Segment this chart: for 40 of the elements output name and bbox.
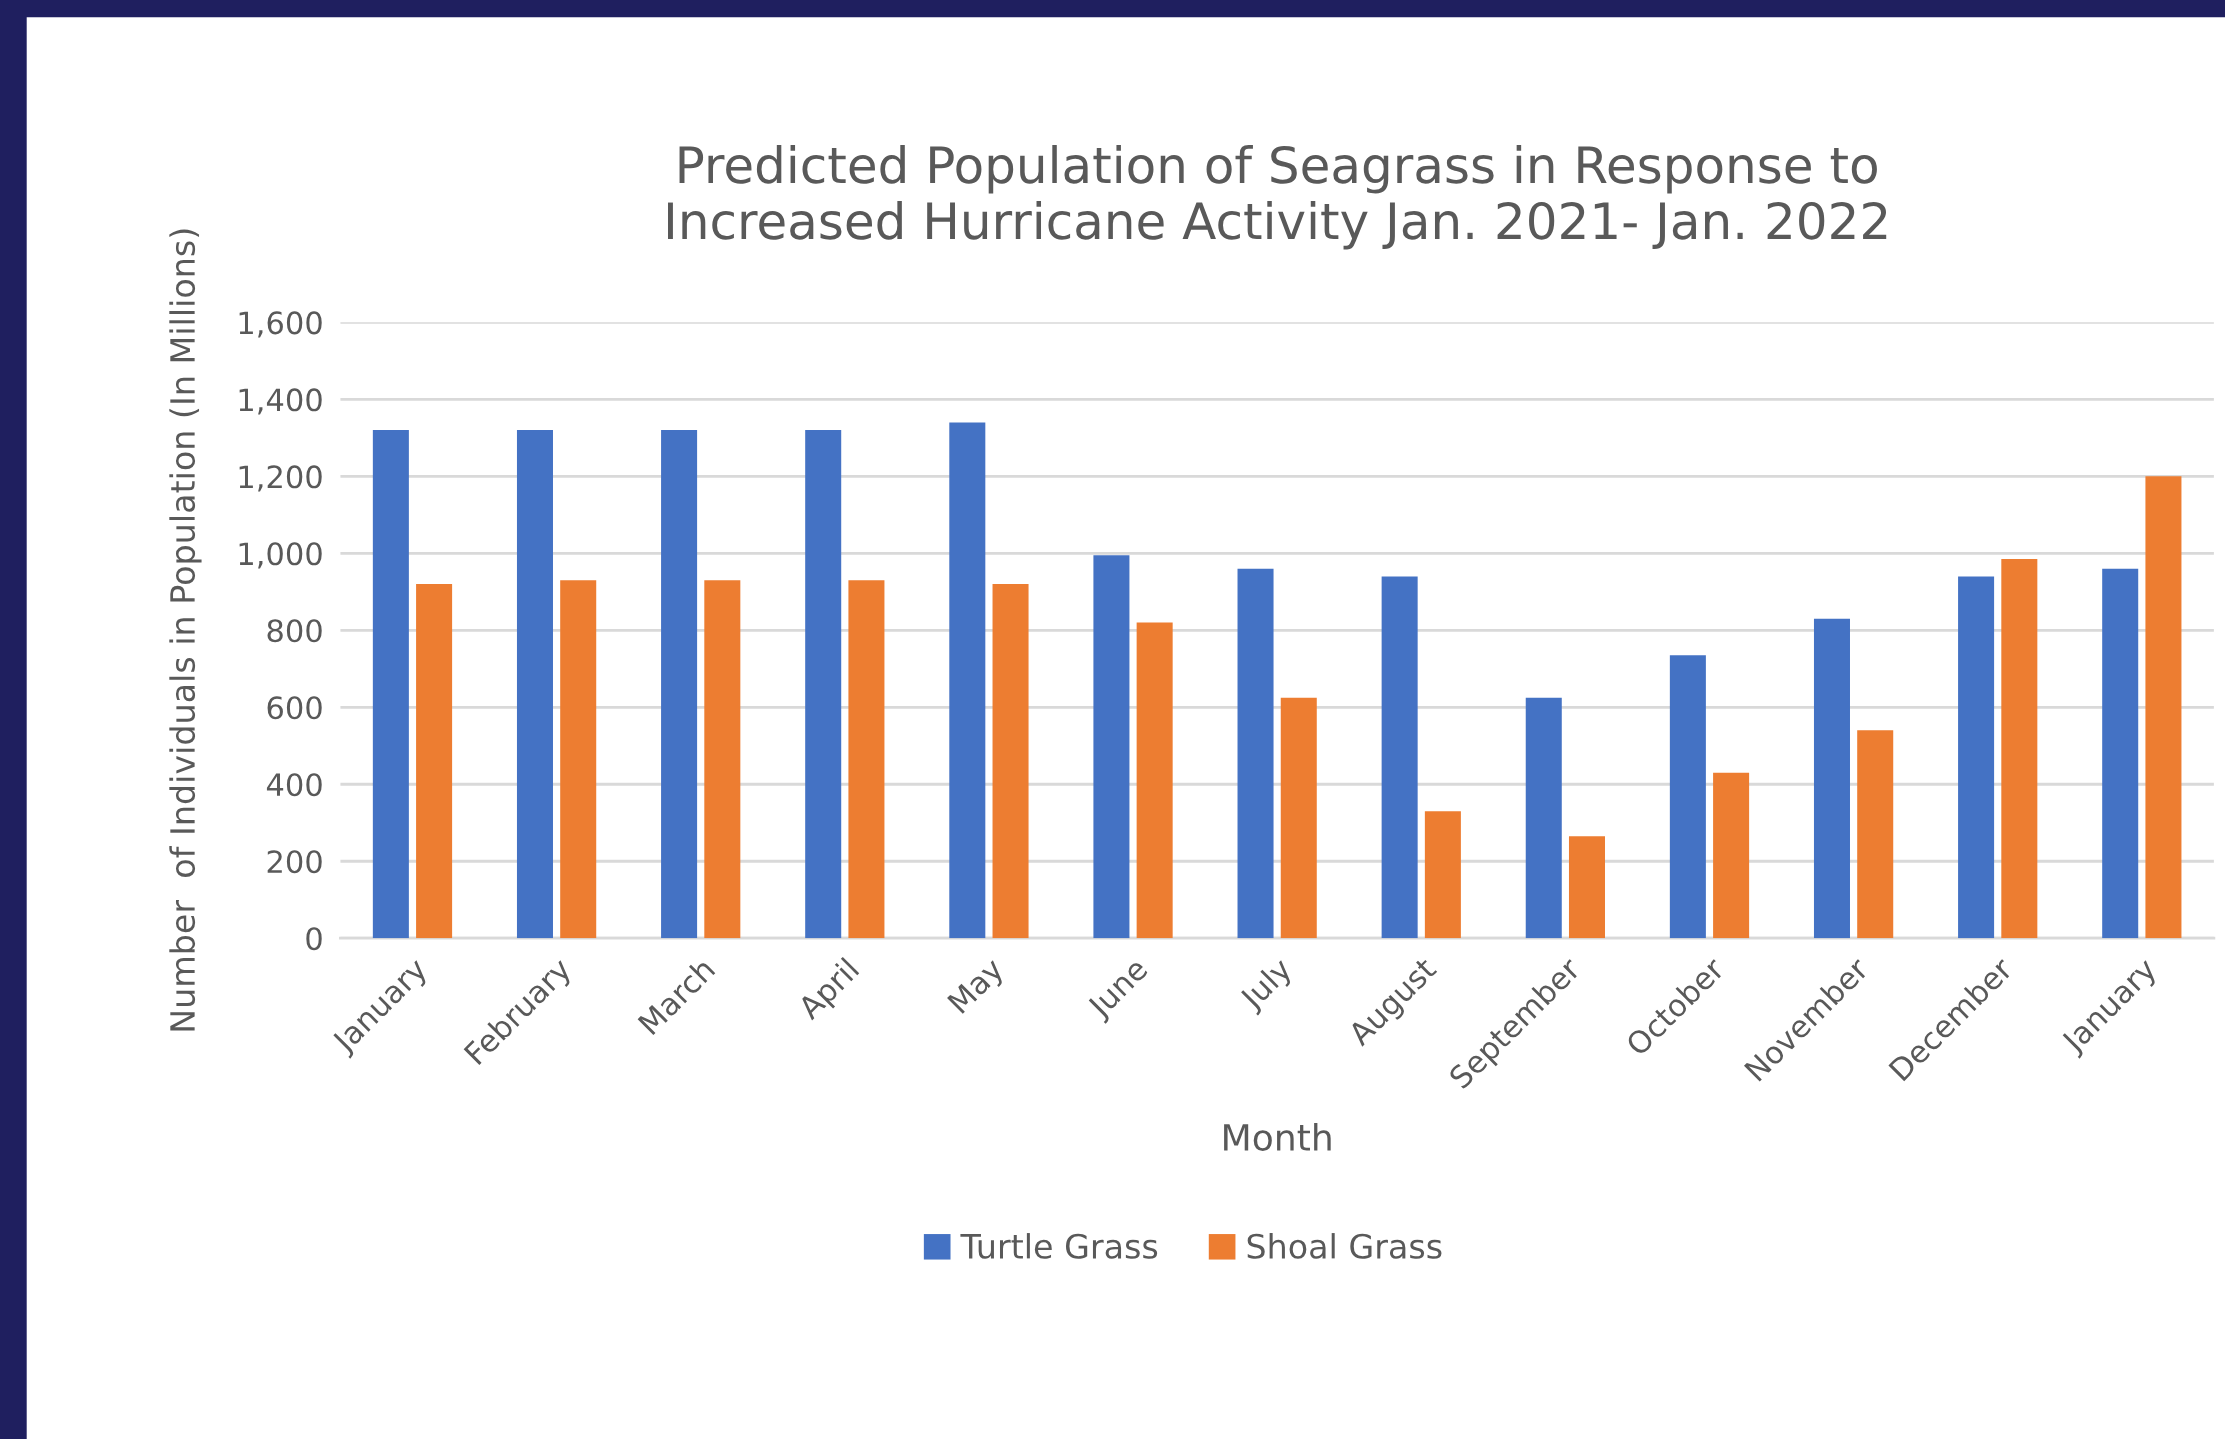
y-tick-label: 800 — [267, 619, 322, 643]
bar — [1713, 772, 1750, 939]
bar — [1136, 622, 1173, 939]
bar — [704, 580, 741, 939]
bar — [1525, 697, 1562, 939]
bar — [2102, 568, 2139, 939]
legend-label: Shoal Grass — [1247, 1233, 1442, 1259]
bar — [805, 430, 842, 939]
bar — [848, 580, 885, 939]
bar — [1857, 730, 1894, 939]
bar — [2145, 476, 2182, 939]
bar — [372, 430, 409, 939]
y-axis-title: Number of Individuals in Population (In Millions) — [169, 229, 202, 1031]
chart-title: Predicted Population of Seagrass in Response to Increased Hurricane Activity Jan. 2021- Jan. 2022 — [667, 145, 1887, 250]
y-tick-label: 1,200 — [239, 465, 322, 492]
bar — [992, 584, 1029, 939]
y-tick-label: 1,600 — [239, 311, 322, 338]
bar — [1424, 811, 1461, 939]
bar — [949, 422, 986, 939]
bar — [1813, 618, 1850, 939]
bar — [560, 580, 597, 939]
y-tick-label: 1,000 — [239, 542, 322, 569]
bar — [1958, 576, 1995, 939]
bar — [1093, 555, 1130, 939]
bar — [516, 430, 553, 939]
y-tick-label: 600 — [267, 696, 322, 720]
bar — [2001, 559, 2038, 939]
x-axis-title: Month — [1224, 1123, 1331, 1151]
y-tick-label: 200 — [267, 850, 322, 874]
legend-label: Turtle Grass — [960, 1233, 1158, 1259]
bar — [1237, 568, 1274, 939]
bar — [416, 584, 453, 939]
bar — [1568, 836, 1605, 939]
bar — [661, 430, 698, 939]
bar — [1381, 576, 1418, 939]
y-tick-label: 1,400 — [239, 388, 322, 415]
y-tick-label: 400 — [266, 773, 322, 797]
bar — [1280, 697, 1317, 939]
bar — [1669, 655, 1706, 939]
y-tick-label: 0 — [306, 927, 322, 951]
